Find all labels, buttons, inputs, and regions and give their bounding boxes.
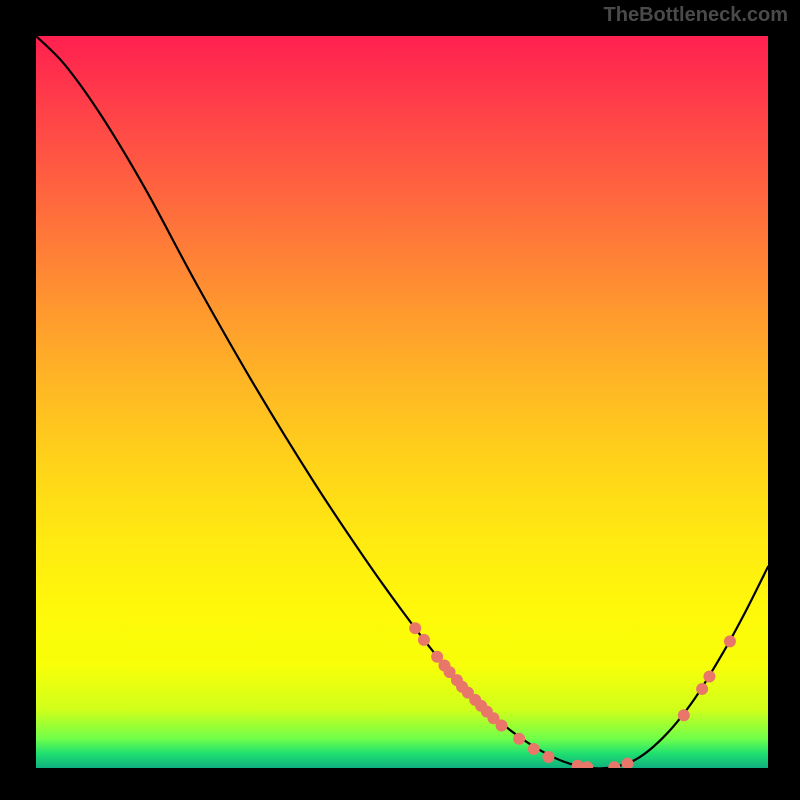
watermark-label: TheBottleneck.com	[604, 4, 788, 27]
data-marker	[528, 743, 540, 755]
data-marker	[418, 634, 430, 646]
data-marker	[581, 761, 593, 768]
data-marker	[542, 751, 554, 763]
data-marker	[678, 709, 690, 721]
plot-area	[36, 36, 768, 768]
data-marker	[513, 733, 525, 745]
data-marker	[703, 671, 715, 683]
marker-group	[409, 622, 736, 768]
data-marker	[608, 761, 620, 768]
curve-layer	[36, 36, 768, 768]
data-marker	[621, 758, 633, 768]
data-marker	[724, 635, 736, 647]
data-marker	[696, 683, 708, 695]
bottleneck-curve	[36, 36, 768, 768]
data-marker	[496, 720, 508, 732]
data-marker	[409, 622, 421, 634]
